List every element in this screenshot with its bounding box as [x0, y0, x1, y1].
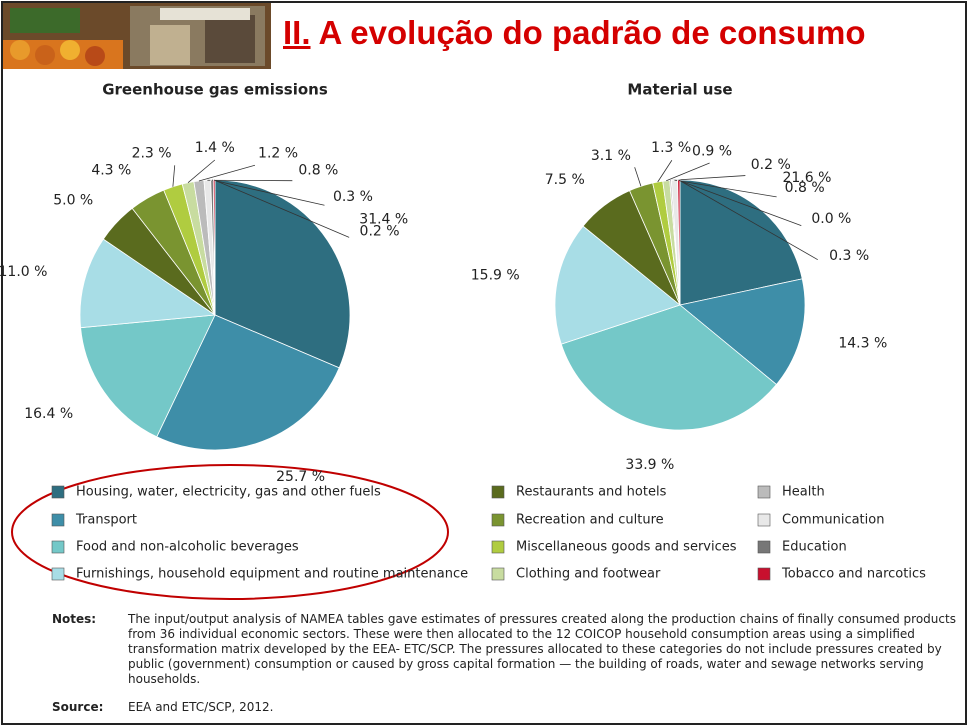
pie-title: Greenhouse gas emissions [102, 81, 328, 99]
leader-line [635, 167, 641, 186]
legend-swatch [758, 568, 770, 580]
legend-label: Clothing and footwear [516, 567, 661, 582]
legend-label: Restaurants and hotels [516, 485, 667, 500]
legend-swatch [758, 486, 770, 498]
legend-label: Communication [782, 513, 884, 528]
legend-swatch [492, 541, 504, 553]
legend-label: Health [782, 485, 825, 500]
header-photo [3, 3, 271, 69]
pie-title: Material use [627, 81, 732, 99]
legend-swatch [52, 568, 64, 580]
value-label: 11.0 % [0, 264, 47, 280]
value-label: 0.3 % [333, 189, 373, 205]
leader-line [173, 165, 175, 186]
title-text: A evolução do padrão de consumo [319, 14, 866, 51]
value-label: 1.2 % [258, 146, 298, 162]
leader-line [199, 165, 255, 181]
legend-swatch [52, 541, 64, 553]
value-label: 0.2 % [751, 157, 791, 173]
value-label: 3.1 % [591, 148, 631, 164]
legend-swatch [758, 514, 770, 526]
value-label: 14.3 % [838, 336, 887, 352]
legend-swatch [52, 514, 64, 526]
value-label: 2.3 % [132, 146, 172, 162]
value-label: 1.3 % [651, 140, 691, 156]
leader-line [671, 176, 746, 181]
value-label: 0.8 % [298, 162, 338, 178]
value-label: 16.4 % [24, 406, 73, 422]
source-label: Source: [52, 700, 103, 715]
value-label: 0.9 % [692, 143, 732, 159]
source-text: EEA and ETC/SCP, 2012. [128, 700, 273, 715]
title-number: II. [283, 14, 311, 51]
legend-label: Transport [75, 513, 137, 528]
legend-swatch [758, 541, 770, 553]
leader-line [188, 160, 215, 183]
notes-text: The input/output analysis of NAMEA table… [128, 612, 958, 687]
slide-title: II. A evolução do padrão de consumo [283, 14, 866, 52]
value-label: 33.9 % [625, 457, 674, 473]
legend-swatch [492, 486, 504, 498]
leader-line [658, 160, 672, 182]
value-label: 5.0 % [53, 193, 93, 209]
value-label: 0.8 % [785, 180, 825, 196]
legend-swatch [492, 568, 504, 580]
value-label: 0.0 % [811, 211, 851, 227]
value-label: 7.5 % [545, 172, 585, 188]
legend-label: Tobacco and narcotics [781, 567, 926, 582]
value-label: 25.7 % [276, 469, 325, 485]
value-label: 15.9 % [471, 267, 520, 283]
slide: Greenhouse gas emissions31.4 %25.7 %16.4… [0, 0, 968, 726]
value-label: 4.3 % [91, 162, 131, 178]
value-label: 0.3 % [829, 248, 869, 264]
value-label: 1.4 % [195, 140, 235, 156]
legend-label: Housing, water, electricity, gas and oth… [76, 485, 381, 500]
legend-swatch [492, 514, 504, 526]
value-label: 0.2 % [360, 223, 400, 239]
legend-label: Miscellaneous goods and services [516, 540, 737, 555]
legend-label: Furnishings, household equipment and rou… [76, 567, 468, 582]
legend-label: Recreation and culture [516, 513, 664, 528]
legend-swatch [52, 486, 64, 498]
legend-label: Food and non-alcoholic beverages [76, 540, 299, 555]
legend-label: Education [782, 540, 847, 555]
notes-label: Notes: [52, 612, 96, 627]
